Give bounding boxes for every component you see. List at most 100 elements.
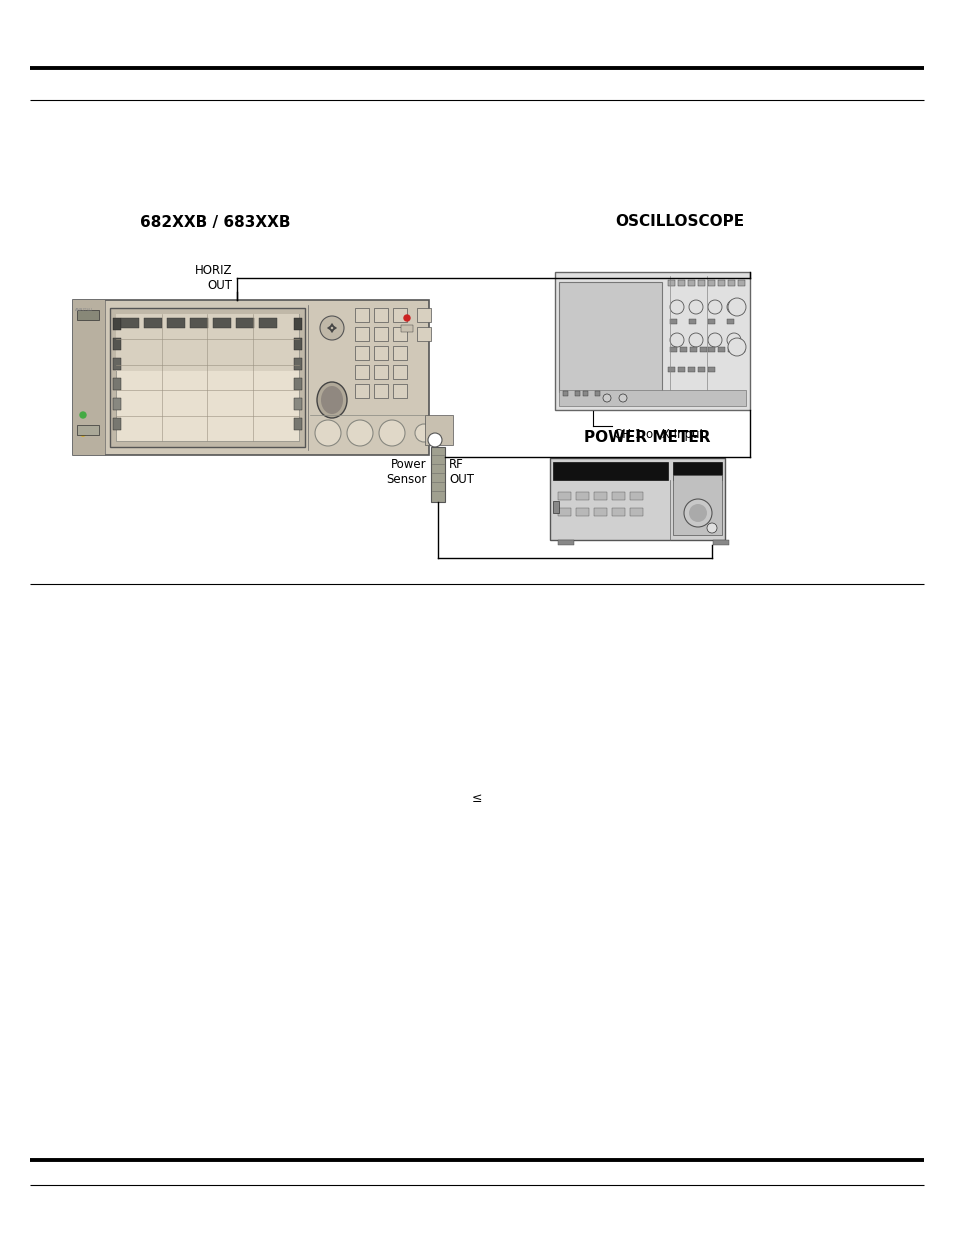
Bar [258,317,276,329]
Bar [594,508,606,516]
Circle shape [706,522,717,534]
Bar [727,347,734,352]
Bar [667,367,675,372]
Bar [393,366,407,379]
Circle shape [403,315,410,321]
Bar [144,317,162,329]
Bar [558,508,571,516]
Bar [707,319,714,324]
Bar [294,317,302,330]
Bar [416,308,431,322]
Bar [726,319,733,324]
Circle shape [688,333,702,347]
Bar [431,447,444,501]
Text: 682XXB / 683XXB: 682XXB / 683XXB [139,215,290,230]
Circle shape [727,298,745,316]
Bar [112,317,121,330]
Bar [672,475,721,535]
Circle shape [726,333,740,347]
Bar [667,280,675,287]
Bar [77,310,99,320]
Bar [555,272,749,410]
Bar [595,391,599,396]
Bar [294,398,302,410]
Circle shape [618,394,626,403]
Bar [553,501,558,513]
Bar [576,492,588,500]
Bar [393,308,407,322]
Bar [612,508,624,516]
Bar [550,458,724,540]
Bar [400,325,413,332]
Bar [669,347,677,352]
Circle shape [428,433,441,447]
Bar [576,508,588,516]
Bar [629,492,642,500]
Bar [116,314,298,372]
Bar [294,417,302,430]
Bar [167,317,185,329]
Bar [294,338,302,350]
Bar [73,300,105,454]
Bar [612,492,624,500]
Bar [116,314,298,441]
Bar [121,317,139,329]
Bar [700,347,706,352]
Bar [393,384,407,398]
Circle shape [707,333,721,347]
Bar [190,317,208,329]
Bar [688,319,696,324]
Circle shape [688,504,706,522]
Bar [562,391,567,396]
Circle shape [707,300,721,314]
Bar [718,347,724,352]
Text: HORIZ
OUT: HORIZ OUT [194,264,232,291]
Bar [355,384,369,398]
Bar [558,390,745,406]
Bar [424,415,453,445]
Bar [374,327,388,341]
Bar [582,391,587,396]
Bar [669,319,677,324]
Text: OSCILLOSCOPE: OSCILLOSCOPE [615,215,743,230]
Bar [558,492,571,500]
Bar [294,378,302,390]
Circle shape [80,412,86,417]
Bar [707,280,714,287]
Bar [707,367,714,372]
Bar [672,462,721,480]
Bar [698,280,704,287]
Bar [213,317,231,329]
Bar [629,508,642,516]
Bar [355,308,369,322]
Circle shape [314,420,340,446]
Bar [594,492,606,500]
Bar [689,347,697,352]
Bar [374,346,388,359]
Bar [112,358,121,370]
Bar [393,327,407,341]
Bar [718,280,724,287]
Bar [355,327,369,341]
Bar [558,282,661,391]
Bar [110,308,305,447]
Bar [712,540,728,545]
Bar [687,367,695,372]
Bar [738,347,744,352]
Text: ANRITSU: ANRITSU [75,308,92,312]
Bar [73,300,429,454]
Bar [553,462,667,480]
Bar [355,366,369,379]
Bar [393,346,407,359]
Circle shape [669,300,683,314]
Text: RF
OUT: RF OUT [449,458,474,487]
Bar [112,378,121,390]
Bar [355,346,369,359]
Bar [77,425,99,435]
Ellipse shape [316,382,347,417]
Text: CH 1 or X Input: CH 1 or X Input [614,429,703,441]
Text: POWER METER: POWER METER [583,431,709,446]
Circle shape [378,420,405,446]
Circle shape [415,424,433,442]
Bar [294,358,302,370]
